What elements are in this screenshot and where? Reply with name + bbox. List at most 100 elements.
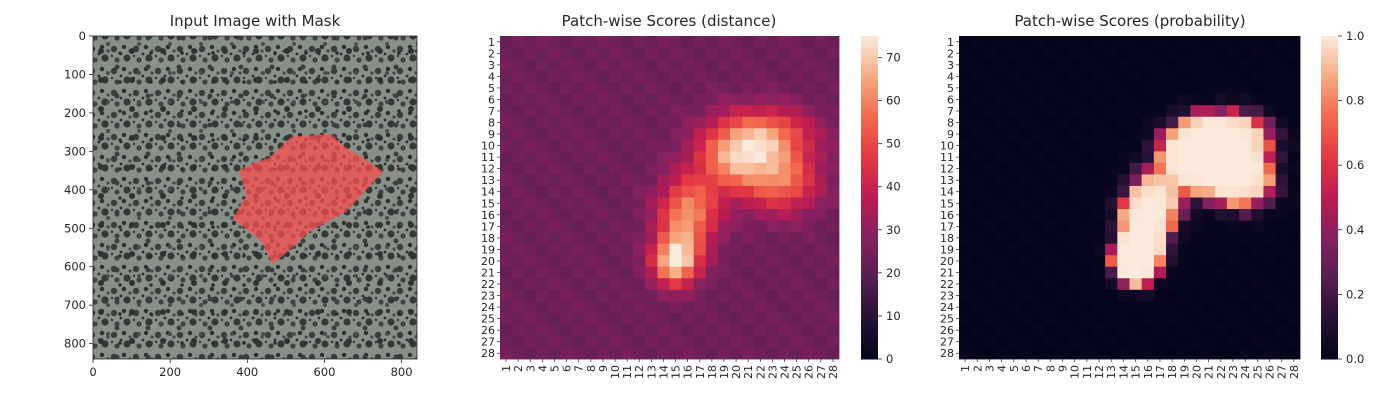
- colorbar-segment: [1321, 266, 1338, 271]
- y-tick-label: 13: [940, 174, 954, 187]
- heatmap-cell: [1202, 347, 1216, 360]
- heatmap-cell: [1019, 255, 1033, 268]
- heatmap-cell: [524, 324, 537, 337]
- heatmap-cell: [1105, 93, 1118, 106]
- heatmap-cell: [826, 243, 840, 256]
- colorbar-tick-label: 50: [886, 137, 901, 151]
- heatmap-cell: [983, 185, 996, 198]
- heatmap-cell: [548, 266, 561, 279]
- heatmap-cell: [1007, 197, 1021, 210]
- heatmap-cell: [995, 209, 1009, 221]
- heatmap-cell: [754, 266, 767, 279]
- heatmap-cell: [669, 324, 683, 337]
- heatmap-cell: [548, 128, 561, 141]
- heatmap-cell: [1275, 162, 1289, 175]
- heatmap-cell: [790, 312, 804, 325]
- heatmap-cell: [681, 139, 695, 152]
- colorbar-segment: [861, 193, 878, 198]
- distance-heatmap-panel: Patch-wise Scores (distance) 1 2 3 4 5 6 7 8 9 10…: [481, 12, 901, 379]
- heatmap-cell: [500, 301, 513, 314]
- heatmap-cell: [500, 243, 513, 256]
- heatmap-cell: [742, 312, 755, 325]
- heatmap-cell: [657, 116, 670, 129]
- x-tick-label: 8: [585, 365, 598, 372]
- heatmap-cell: [693, 197, 707, 210]
- heatmap-cell: [1239, 335, 1252, 348]
- heatmap-cell: [959, 347, 972, 360]
- heatmap-cell: [633, 266, 646, 279]
- heatmap-cell: [1129, 301, 1143, 314]
- heatmap-cell: [766, 232, 779, 245]
- x-tick-label: 3: [983, 365, 996, 372]
- heatmap-cell: [754, 82, 767, 95]
- heatmap-cell: [1202, 278, 1216, 291]
- heatmap-cell: [512, 255, 525, 268]
- heatmap-cell: [814, 197, 828, 210]
- colorbar-segment: [1321, 153, 1338, 158]
- heatmap-cell: [1275, 220, 1289, 233]
- colorbar-segment: [1321, 302, 1338, 308]
- heatmap-cell: [705, 162, 719, 175]
- colorbar-segment: [1321, 278, 1338, 283]
- heatmap-cell: [633, 185, 646, 198]
- colorbar-segment: [861, 177, 878, 182]
- heatmap-cell: [1117, 335, 1130, 348]
- heatmap-cell: [1251, 289, 1264, 302]
- heatmap-cell: [1080, 162, 1094, 175]
- heatmap-cell: [633, 59, 646, 72]
- heatmap-cell: [584, 59, 598, 72]
- colorbar-segment: [1321, 189, 1338, 194]
- heatmap-cell: [814, 36, 828, 48]
- heatmap-cell: [681, 266, 695, 279]
- heatmap-cell: [1239, 301, 1252, 314]
- heatmap-cell: [1044, 105, 1057, 118]
- heatmap-cell: [778, 289, 791, 302]
- heatmap-cell: [995, 335, 1009, 348]
- heatmap-cell: [572, 312, 586, 325]
- heatmap-cell: [584, 82, 598, 95]
- heatmap-cell: [1141, 220, 1155, 233]
- heatmap-cell: [524, 312, 537, 325]
- colorbar-segment: [1321, 84, 1338, 89]
- heatmap-cell: [596, 47, 610, 60]
- heatmap-cell: [608, 301, 622, 314]
- heatmap-cell: [1032, 162, 1045, 175]
- heatmap-cell: [983, 82, 996, 95]
- colorbar-segment: [861, 161, 878, 166]
- heatmap-cell: [633, 151, 646, 164]
- colorbar-segment: [1321, 40, 1338, 45]
- heatmap-cell: [1068, 197, 1082, 210]
- x-tick-label: 26: [1264, 365, 1277, 379]
- x-tick-label: 1: [500, 365, 513, 372]
- heatmap-cell: [548, 139, 561, 152]
- colorbar-segment: [1321, 108, 1338, 114]
- heatmap-cell: [802, 220, 816, 233]
- heatmap-cell: [971, 278, 984, 291]
- heatmap-cell: [500, 220, 513, 233]
- heatmap-cell: [1202, 93, 1216, 106]
- heatmap-cell: [1214, 266, 1228, 279]
- heatmap-cell: [1019, 139, 1033, 152]
- heatmap-cell: [621, 162, 634, 175]
- heatmap-cell: [742, 174, 755, 187]
- heatmap-cell: [1275, 209, 1289, 221]
- colorbar-segment: [1321, 128, 1338, 134]
- heatmap-cell: [1044, 324, 1057, 337]
- heatmap-cell: [524, 105, 537, 118]
- heatmap-cell: [1056, 93, 1070, 106]
- y-tick-label: 300: [64, 144, 86, 158]
- heatmap-cell: [633, 289, 646, 302]
- heatmap-cell: [814, 162, 828, 175]
- heatmap-cell: [669, 70, 683, 83]
- heatmap-cell: [790, 185, 804, 198]
- heatmap-cell: [959, 93, 972, 106]
- heatmap-cell: [1214, 70, 1228, 83]
- heatmap-cell: [1275, 312, 1289, 325]
- heatmap-cell: [1044, 116, 1057, 129]
- heatmap-cell: [633, 278, 646, 291]
- heatmap-cell: [645, 82, 658, 95]
- colorbar-segment: [1321, 249, 1338, 255]
- heatmap-cell: [1056, 162, 1070, 175]
- heatmap-cell: [1117, 301, 1130, 314]
- heatmap-cell: [742, 266, 755, 279]
